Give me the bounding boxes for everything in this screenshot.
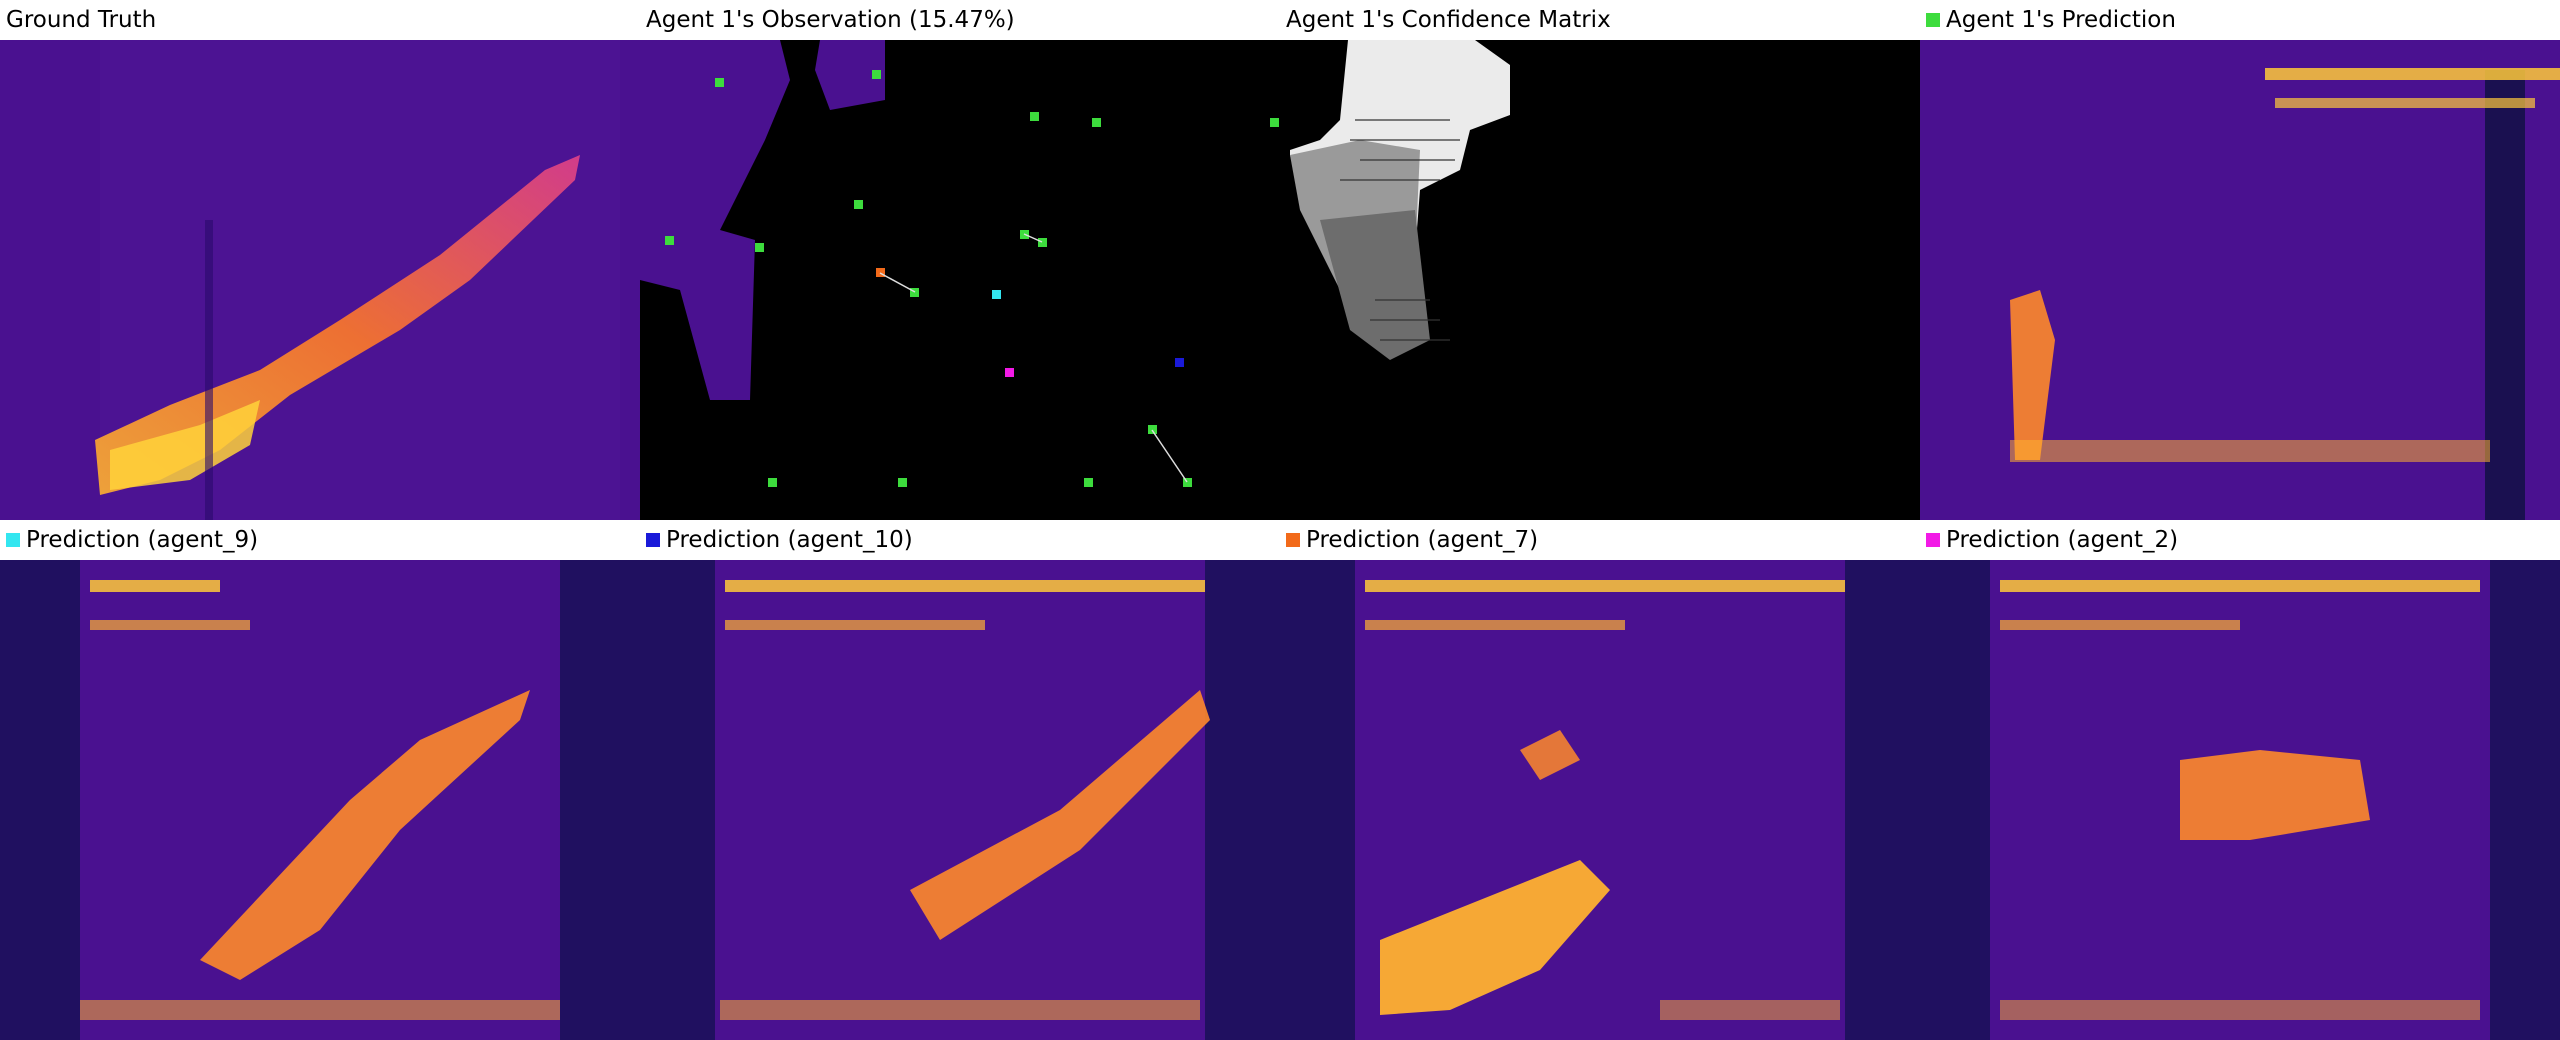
panel-title: Prediction (agent_7) bbox=[1280, 520, 1920, 560]
confidence-image bbox=[1280, 40, 1920, 520]
agent1-prediction-image bbox=[1920, 40, 2560, 520]
agent7-prediction-cell: Prediction (agent_7) bbox=[1280, 520, 1920, 1040]
agent9-color-swatch bbox=[6, 533, 20, 547]
ground-truth-image bbox=[0, 40, 640, 520]
agent10-color-swatch bbox=[646, 533, 660, 547]
agent7-prediction-image bbox=[1280, 560, 1920, 1040]
panel-title: Prediction (agent_9) bbox=[0, 520, 640, 560]
agent9-prediction-cell: Prediction (agent_9) bbox=[0, 520, 640, 1040]
agent2-prediction-cell: Prediction (agent_2) bbox=[1920, 520, 2560, 1040]
agent7-color-swatch bbox=[1286, 533, 1300, 547]
agent10-prediction-cell: Prediction (agent_10) bbox=[640, 520, 1280, 1040]
observation-image bbox=[640, 40, 1280, 520]
panel-title: Agent 1's Prediction bbox=[1920, 0, 2560, 40]
panel-title: Prediction (agent_10) bbox=[640, 520, 1280, 560]
panel-title: Agent 1's Observation (15.47%) bbox=[640, 0, 1280, 40]
agent10-prediction-image bbox=[640, 560, 1280, 1040]
agent1-prediction-cell: Agent 1's Prediction bbox=[1920, 0, 2560, 520]
panel-title: Prediction (agent_2) bbox=[1920, 520, 2560, 560]
agent2-color-swatch bbox=[1926, 533, 1940, 547]
agent9-prediction-image bbox=[0, 560, 640, 1040]
agent1-color-swatch bbox=[1926, 13, 1940, 27]
confidence-cell: Agent 1's Confidence Matrix bbox=[1280, 0, 1920, 520]
panel-title: Ground Truth bbox=[0, 0, 640, 40]
ground-truth-cell: Ground Truth bbox=[0, 0, 640, 520]
panel-title: Agent 1's Confidence Matrix bbox=[1280, 0, 1920, 40]
observation-cell: Agent 1's Observation (15.47%) bbox=[640, 0, 1280, 520]
agent2-prediction-image bbox=[1920, 560, 2560, 1040]
